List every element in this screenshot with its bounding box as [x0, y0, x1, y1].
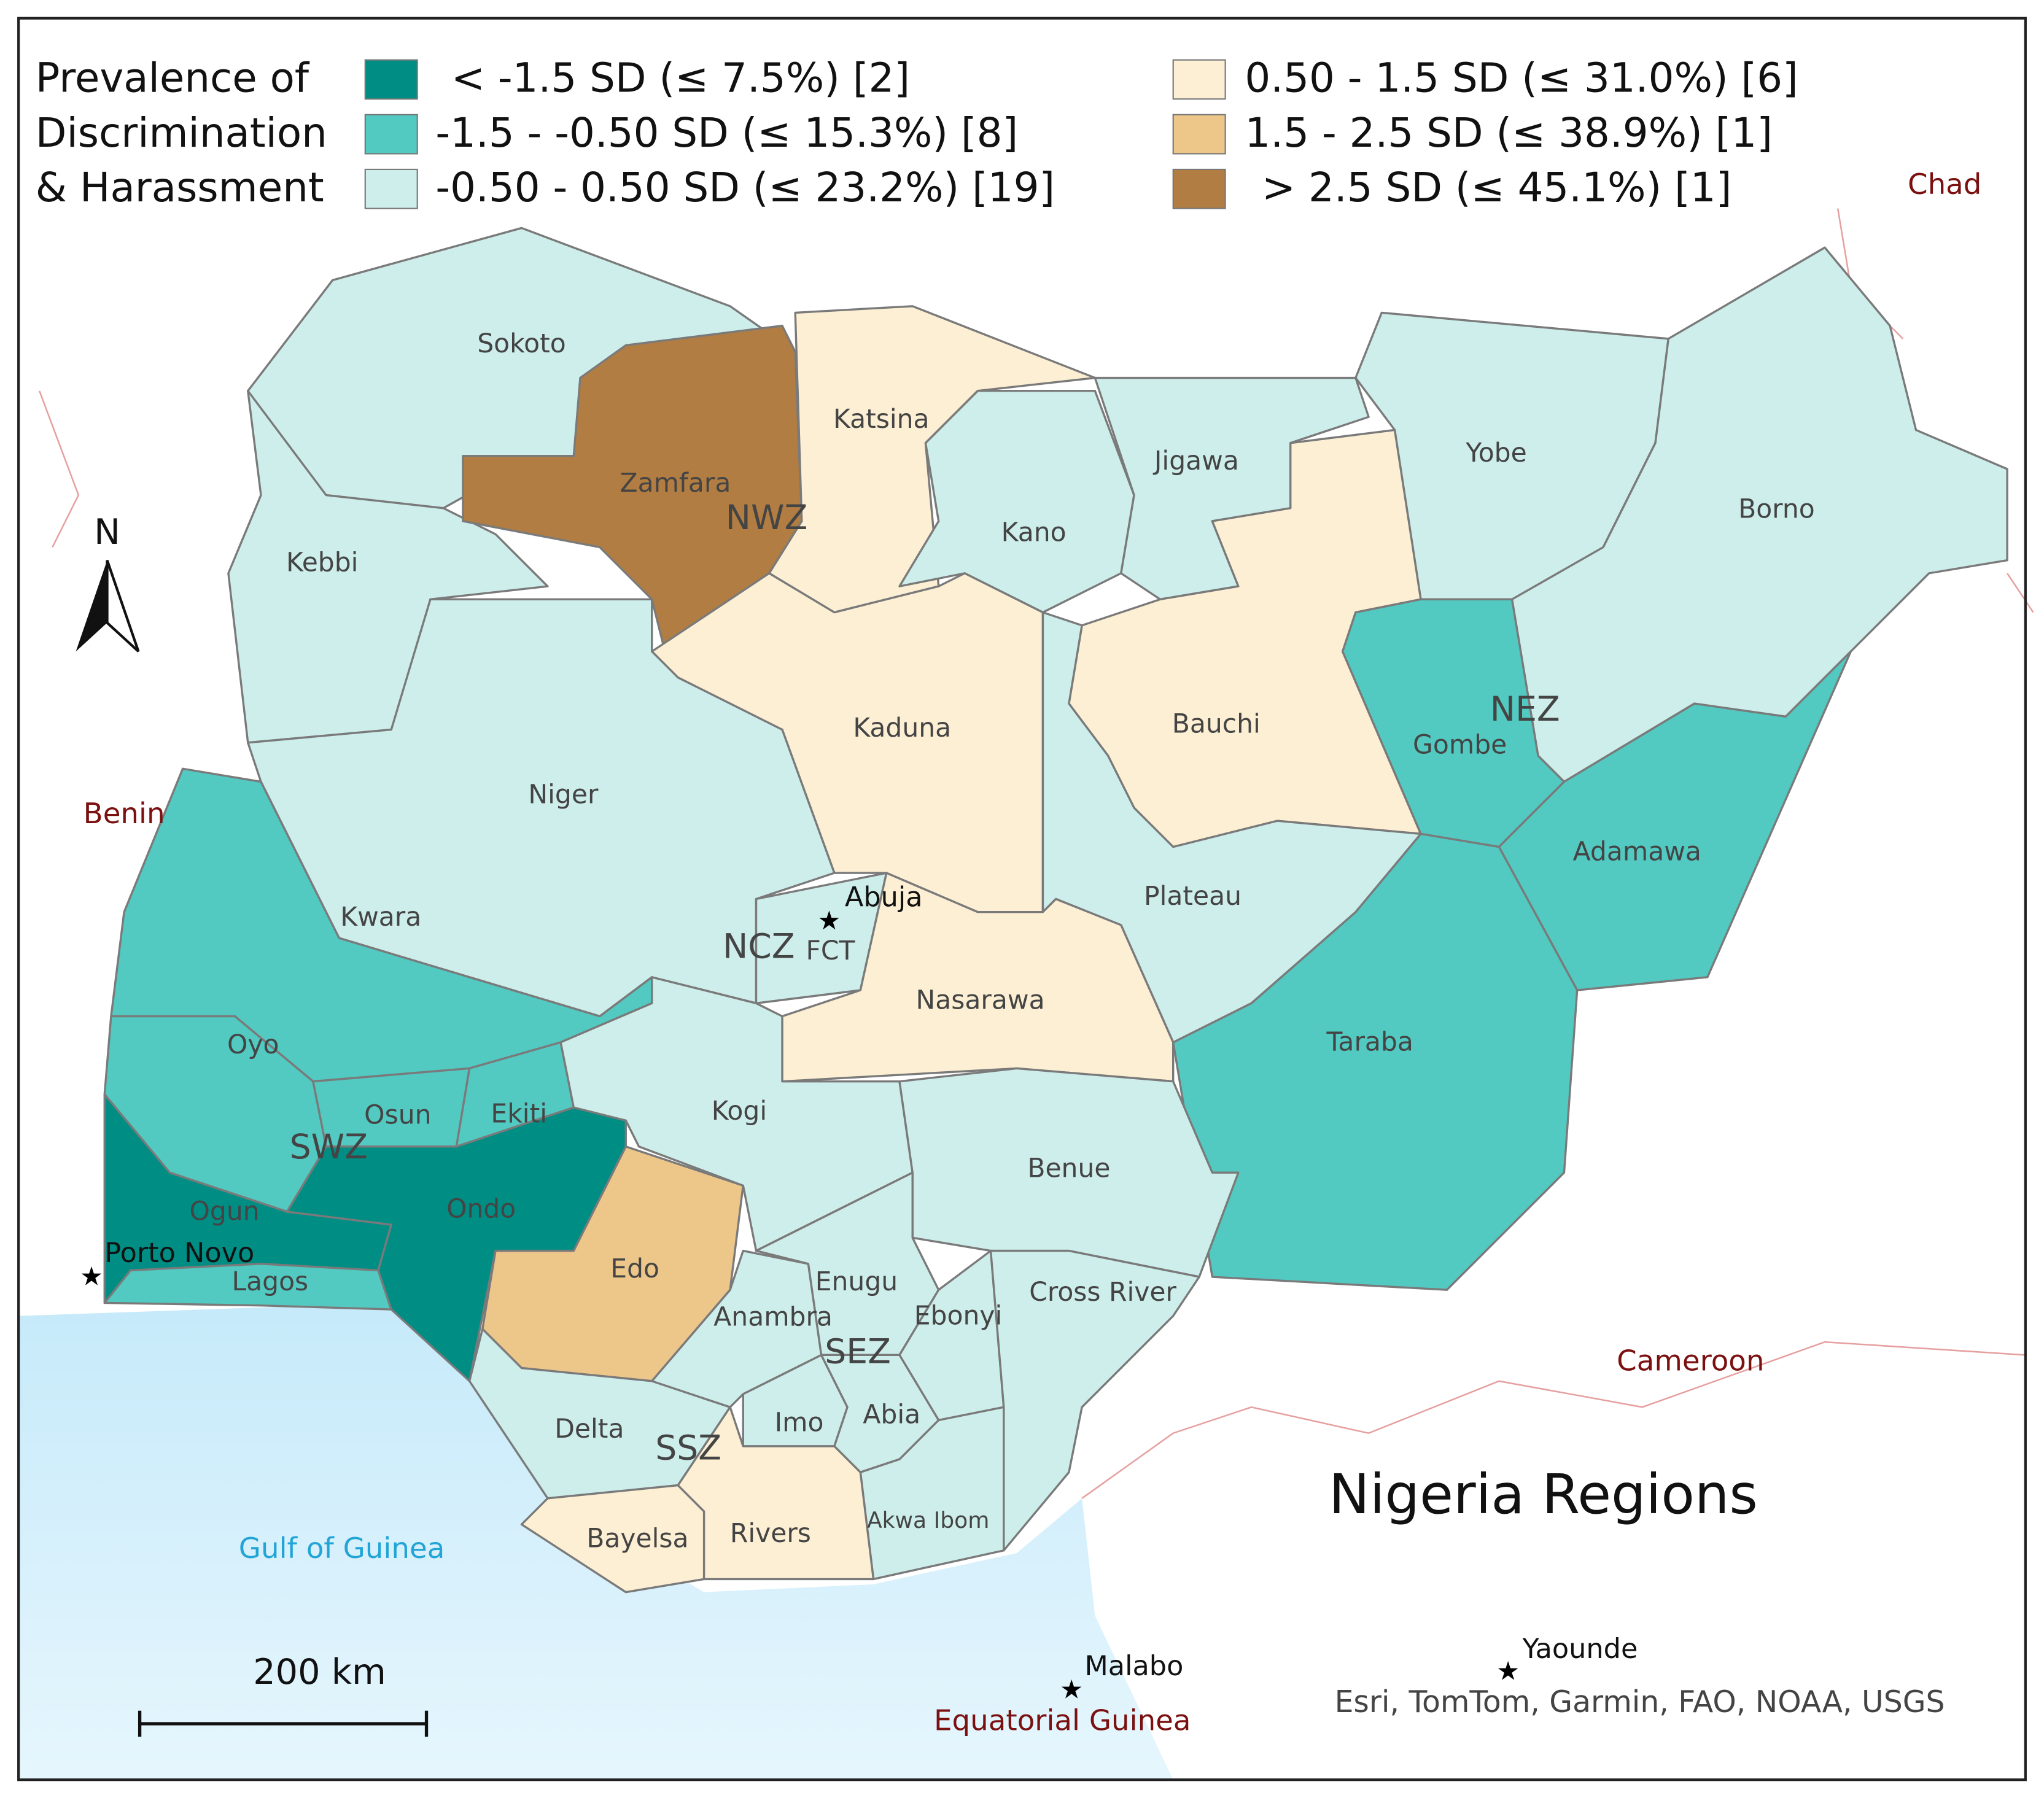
- state-label: Kaduna: [853, 713, 951, 743]
- city-star: ★: [1060, 1675, 1083, 1705]
- north-arrow-half: [106, 559, 140, 653]
- zone-label: NCZ: [723, 927, 795, 966]
- state-label: Zamfara: [620, 468, 731, 498]
- legend-label: -0.50 - 0.50 SD (≤ 23.2%) [19]: [435, 164, 1055, 211]
- city-star: ★: [817, 906, 841, 936]
- state-label: Sokoto: [477, 329, 566, 359]
- state-label: Kebbi: [286, 548, 359, 578]
- north-label: N: [94, 511, 120, 552]
- scale-bar-line: [138, 1710, 429, 1737]
- map-title: Nigeria Regions: [1329, 1463, 1758, 1527]
- state-label: Kwara: [340, 902, 421, 932]
- state-label: Plateau: [1144, 882, 1242, 912]
- legend-label: > 2.5 SD (≤ 45.1%) [1]: [1262, 164, 1731, 211]
- state-label: Anambra: [713, 1302, 833, 1332]
- city-label: Yaounde: [1522, 1633, 1638, 1665]
- state-label: Kogi: [712, 1096, 767, 1126]
- zone-label: NEZ: [1490, 690, 1560, 729]
- zone-label: SWZ: [290, 1128, 368, 1167]
- state-label: Taraba: [1326, 1028, 1413, 1058]
- state-label: Kano: [1001, 518, 1067, 548]
- legend-swatch: [364, 114, 418, 155]
- state-label: Gombe: [1413, 730, 1507, 761]
- legend-label: -1.5 - -0.50 SD (≤ 15.3%) [8]: [435, 109, 1018, 157]
- zone-label: SEZ: [825, 1332, 891, 1371]
- state-label: Delta: [554, 1414, 624, 1444]
- state-label: Niger: [528, 780, 599, 810]
- state-label: Enugu: [815, 1267, 898, 1297]
- country-label: Cameroon: [1617, 1345, 1764, 1378]
- legend-label: 1.5 - 2.5 SD (≤ 38.9%) [1]: [1245, 109, 1772, 157]
- state-label: FCT: [806, 936, 856, 966]
- water-label: Gulf of Guinea: [239, 1532, 445, 1565]
- state-label: Yobe: [1465, 438, 1526, 468]
- state-label: Edo: [610, 1254, 659, 1284]
- state-label: Oyo: [227, 1030, 279, 1060]
- state-label: Benue: [1027, 1153, 1110, 1184]
- city-label: Abuja: [845, 882, 923, 913]
- legend-title: & Harassment: [36, 164, 324, 211]
- zone-labels: NWZ NEZ NCZ SWZ SEZ SSZ: [290, 498, 1560, 1468]
- city-star: ★: [1496, 1657, 1520, 1687]
- north-arrow-half: [76, 560, 107, 652]
- state-label: Abia: [863, 1400, 920, 1430]
- states: [103, 227, 2008, 1594]
- state-region: [781, 872, 1175, 1083]
- state-label: Osun: [364, 1100, 431, 1130]
- legend-label: 0.50 - 1.5 SD (≤ 31.0%) [6]: [1245, 55, 1798, 102]
- city-label: Porto Novo: [104, 1237, 254, 1269]
- state-label: Ogun: [189, 1197, 259, 1227]
- state-label: Bauchi: [1172, 710, 1261, 740]
- cities: ★ Abuja ★ Porto Novo ★ Malabo ★ Yaounde: [80, 882, 1638, 1705]
- state-label: Nasarawa: [916, 986, 1045, 1016]
- city-star: ★: [80, 1262, 103, 1292]
- state-label: Ekiti: [491, 1099, 547, 1129]
- state-label: Rivers: [730, 1519, 811, 1549]
- country-label: Chad: [1908, 168, 1981, 201]
- state-region: [677, 1406, 875, 1581]
- state-label: Akwa Ibom: [867, 1508, 989, 1533]
- state-label: Borno: [1738, 495, 1815, 525]
- state-labels: Sokoto Kebbi Zamfara Katsina Kano Jigawa…: [189, 329, 1814, 1554]
- legend: Prevalence of Discrimination & Harassmen…: [36, 55, 1798, 211]
- legend-title: Prevalence of: [36, 55, 310, 102]
- country-label: Benin: [84, 797, 165, 831]
- state-label: Lagos: [232, 1267, 309, 1297]
- scale-bar-label: 200 km: [253, 1651, 386, 1692]
- state-label: Katsina: [833, 405, 930, 435]
- legend-swatch: [1172, 114, 1226, 155]
- zone-label: SSZ: [655, 1428, 721, 1468]
- state-label: Ondo: [446, 1194, 516, 1224]
- legend-swatch: [1172, 168, 1226, 209]
- state-label: Cross River: [1029, 1277, 1176, 1308]
- zone-label: NWZ: [726, 498, 808, 538]
- north-arrow: N: [76, 511, 140, 653]
- attribution: Esri, TomTom, Garmin, FAO, NOAA, USGS: [1335, 1684, 1945, 1719]
- legend-swatch: [364, 168, 418, 209]
- legend-swatch: [1172, 59, 1226, 100]
- map-frame: [17, 17, 2027, 1781]
- state-label: Imo: [775, 1408, 824, 1438]
- state-label: Jigawa: [1152, 446, 1239, 476]
- state-region: [768, 305, 1097, 614]
- scale-bar: 200 km: [138, 1651, 429, 1737]
- state-region: [898, 390, 1135, 614]
- state-label: Adamawa: [1573, 837, 1701, 867]
- country-label: Equatorial Guinea: [934, 1704, 1191, 1737]
- legend-label: < -1.5 SD (≤ 7.5%) [2]: [451, 55, 910, 102]
- city-label: Malabo: [1084, 1650, 1183, 1682]
- legend-swatch: [364, 59, 418, 100]
- state-label: Ebonyi: [914, 1301, 1003, 1331]
- state-label: Bayelsa: [586, 1524, 688, 1554]
- legend-title: Discrimination: [36, 109, 327, 157]
